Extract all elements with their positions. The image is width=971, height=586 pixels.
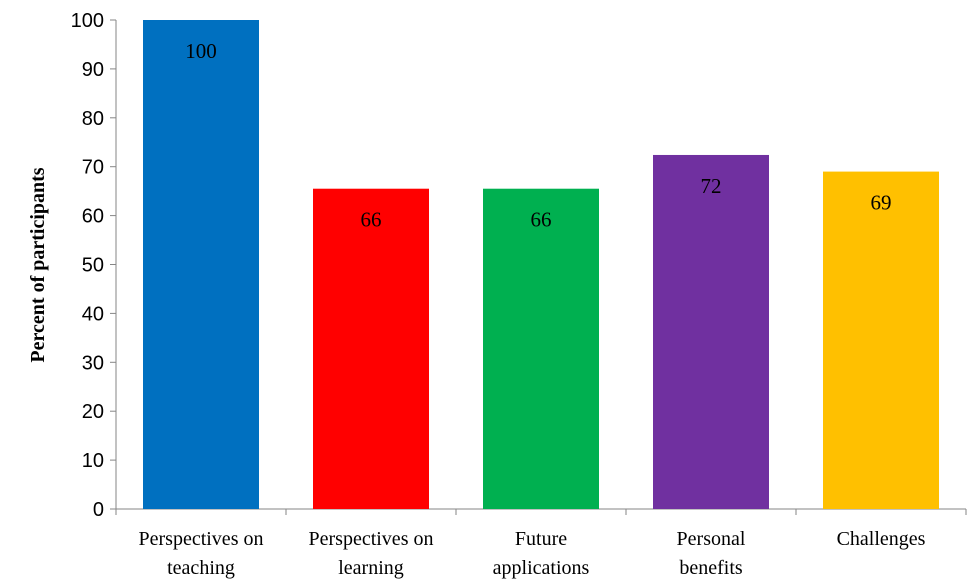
y-tick-label: 80 (82, 108, 104, 130)
data-label: 66 (531, 208, 552, 232)
category-labels: Perspectives on teaching Perspectives on le… (139, 528, 926, 579)
y-tick-label: 100 (71, 10, 104, 32)
y-tick-label: 50 (82, 255, 104, 277)
category-label: Perspectives on (139, 528, 264, 550)
bar (823, 171, 939, 509)
y-axis-title: Percent of participants (27, 167, 49, 362)
data-label: 66 (361, 208, 382, 232)
y-tick-label: 60 (82, 206, 104, 228)
bar (653, 154, 769, 510)
data-labels: 100 66 66 72 69 (185, 39, 891, 232)
category-label: teaching (167, 557, 235, 579)
category-label: Future (515, 528, 567, 550)
category-label: applications (493, 557, 590, 579)
y-tick-label: 30 (82, 352, 104, 374)
category-label: Perspectives on (309, 528, 434, 550)
data-label: 69 (871, 191, 892, 215)
y-tick-label: 20 (82, 401, 104, 423)
category-label: benefits (679, 557, 743, 579)
y-tick-label: 90 (82, 59, 104, 81)
data-label: 72 (701, 174, 722, 198)
bar (483, 188, 599, 509)
category-label: Personal (677, 528, 746, 550)
bar (143, 20, 259, 509)
bars (143, 20, 939, 510)
bar (313, 188, 429, 509)
category-label: Challenges (837, 528, 926, 550)
y-tick-label: 70 (82, 157, 104, 179)
y-axis-title-group: Percent of participants (27, 167, 49, 362)
category-label: learning (338, 557, 404, 579)
data-label: 100 (185, 39, 217, 63)
y-tick-label: 40 (82, 303, 104, 325)
y-tick-label: 0 (93, 499, 104, 521)
y-tick-labels: 0 10 20 30 40 50 60 70 80 90 100 (71, 10, 104, 521)
y-tick-label: 10 (82, 450, 104, 472)
